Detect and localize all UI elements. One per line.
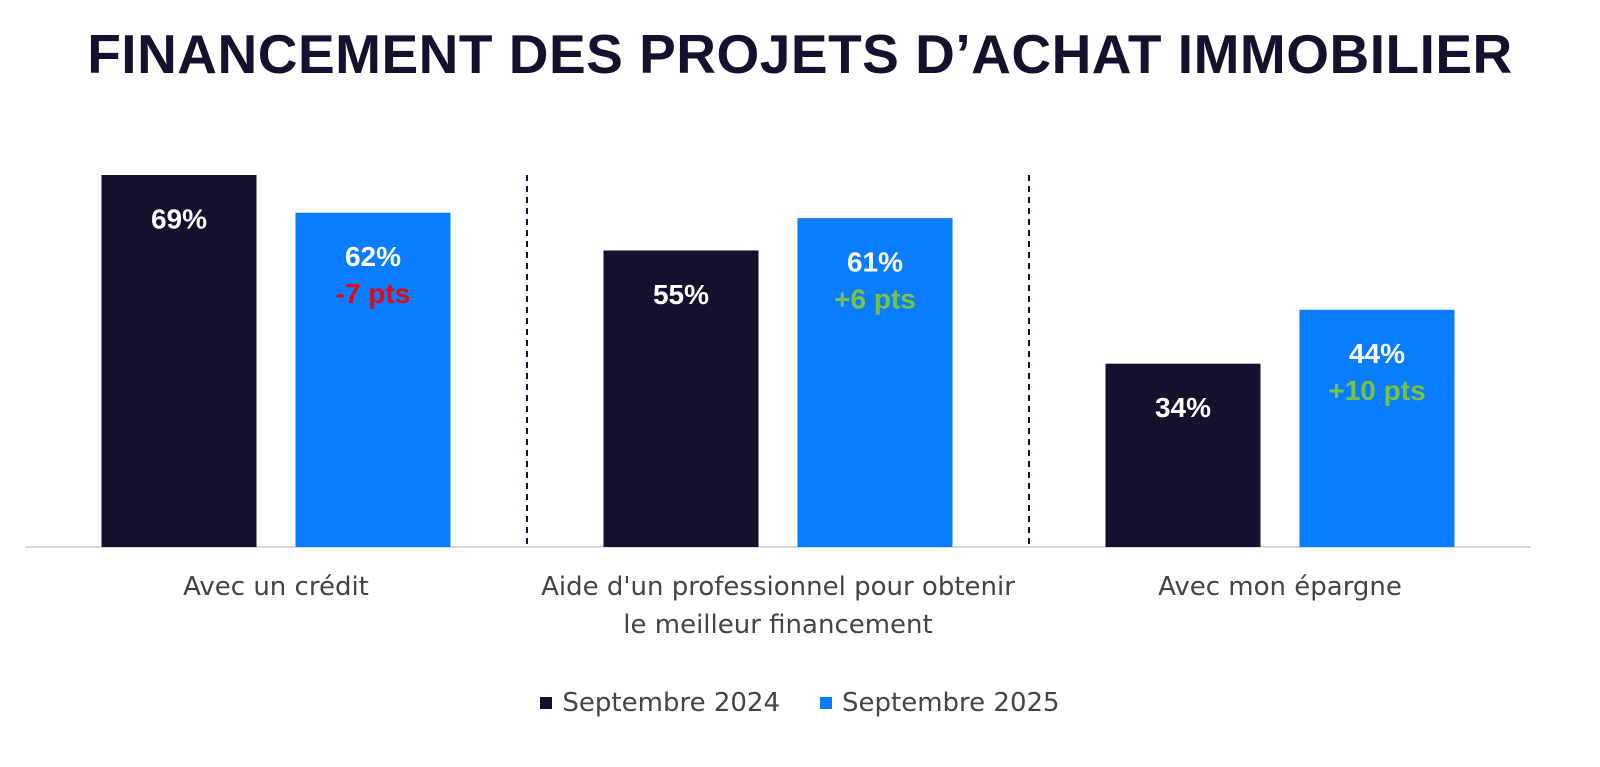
legend-label: Septembre 2024 xyxy=(562,688,780,718)
value-label: 69% xyxy=(151,203,207,234)
bar xyxy=(797,218,953,547)
legend-swatch xyxy=(820,697,832,709)
change-label: -7 pts xyxy=(336,278,411,309)
x-tick-label: Avec mon épargne xyxy=(1158,572,1402,602)
x-tick-label: Aide d'un professionnel pour obtenir le … xyxy=(541,572,1015,640)
bar xyxy=(1105,363,1261,547)
value-label: 55% xyxy=(653,279,709,310)
change-label: +6 pts xyxy=(834,284,916,315)
bar xyxy=(101,175,257,547)
value-label: 62% xyxy=(345,241,401,272)
bar xyxy=(603,250,759,547)
value-label: 34% xyxy=(1155,392,1211,423)
bar xyxy=(295,212,451,547)
legend: Septembre 2024 Septembre 2025 xyxy=(0,688,1600,718)
legend-swatch xyxy=(540,697,553,709)
legend-item: Septembre 2024 xyxy=(540,688,780,718)
change-label: +10 pts xyxy=(1328,375,1425,406)
x-tick-label: Avec un crédit xyxy=(183,572,369,602)
legend-label: Septembre 2025 xyxy=(842,688,1060,718)
legend-item: Septembre 2025 xyxy=(820,688,1060,718)
chart-title: FINANCEMENT DES PROJETS D’ACHAT IMMOBILI… xyxy=(87,23,1513,85)
value-label: 61% xyxy=(847,247,903,278)
bar xyxy=(1299,309,1455,547)
value-label: 44% xyxy=(1349,338,1405,369)
